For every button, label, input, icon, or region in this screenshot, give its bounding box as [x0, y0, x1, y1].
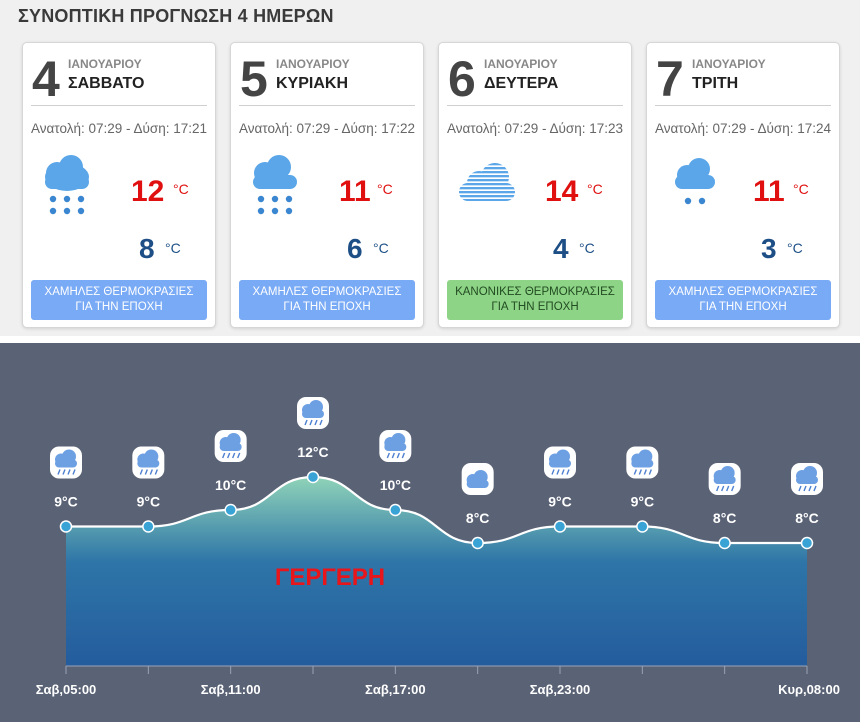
hourly-chart-panel: Σαβ,05:00 Σαβ,11:00 Σαβ,17:00 Σαβ,23:00 Κυρ,…: [0, 343, 860, 722]
data-label: 8°C: [713, 510, 737, 526]
min-temperature: 3: [761, 233, 777, 264]
data-point[interactable]: [471, 536, 484, 550]
sunrise-sunset: Ανατολή: 07:29 - Δύση: 17:21: [30, 121, 208, 136]
data-label: 12°C: [297, 444, 328, 460]
weekday-label: ΔΕΥΤΕΡΑ: [484, 75, 559, 92]
data-label: 8°C: [795, 510, 819, 526]
rain-heavy-cloud-icon: [253, 155, 297, 215]
rain-cloud-icon: [544, 446, 576, 479]
badge-line-1: ΧΑΜΗΛΕΣ ΘΕΡΜΟΚΡΑΣΙΕΣ: [668, 286, 818, 298]
x-tick-label: Κυρ,08:00: [778, 682, 840, 697]
data-label: 10°C: [380, 477, 411, 493]
day-number: 6: [448, 51, 476, 107]
data-label: 8°C: [466, 510, 490, 526]
min-temperature: 6: [347, 233, 363, 264]
x-tick-label: Σαβ,23:00: [530, 682, 591, 697]
max-unit: °C: [377, 181, 393, 197]
data-point[interactable]: [224, 503, 237, 517]
data-point[interactable]: [718, 536, 731, 550]
rain-cloud-icon: [379, 430, 412, 462]
temperature-badge: ΧΑΜΗΛΕΣ ΘΕΡΜΟΚΡΑΣΙΕΣ ΓΙΑ ΤΗΝ ΕΠΟΧΗ: [655, 280, 831, 320]
badge-line-1: ΚΑΝΟΝΙΚΕΣ ΘΕΡΜΟΚΡΑΣΙΕΣ: [455, 286, 615, 298]
page-title: ΣΥΝΟΠΤΙΚΗ ΠΡΟΓΝΩΣΗ 4 ΗΜΕΡΩΝ: [18, 6, 334, 26]
month-label: ΙΑΝΟΥΑΡΙΟΥ: [68, 57, 142, 71]
min-temperature: 4: [553, 233, 569, 264]
rain-cloud-icon: [50, 446, 82, 479]
weekday-label: ΣΑΒΒΑΤΟ: [68, 75, 145, 92]
temperature-area: [66, 477, 807, 666]
divider: [31, 105, 207, 106]
x-tick-label: Σαβ,17:00: [365, 682, 426, 697]
min-temperature: 8: [139, 233, 155, 264]
divider: [655, 105, 831, 106]
badge-line-1: ΧΑΜΗΛΕΣ ΘΕΡΜΟΚΡΑΣΙΕΣ: [44, 286, 194, 298]
day-number: 5: [240, 51, 268, 107]
data-point[interactable]: [59, 520, 73, 533]
watermark-text: ΓΕΡΓΕΡΗ: [275, 564, 385, 591]
month-label: ΙΑΝΟΥΑΡΙΟΥ: [276, 57, 350, 71]
rain-heavy-cloud-icon: [45, 155, 89, 215]
day-number: 7: [656, 51, 684, 107]
sunrise-sunset: Ανατολή: 07:29 - Δύση: 17:24: [654, 121, 832, 136]
divider: [239, 105, 415, 106]
badge-line-2: ΓΙΑ ΤΗΝ ΕΠΟΧΗ: [699, 301, 787, 313]
badge-line-2: ΓΙΑ ΤΗΝ ΕΠΟΧΗ: [283, 301, 371, 313]
hourly-temperature-chart: Σαβ,05:00 Σαβ,11:00 Σαβ,17:00 Σαβ,23:00 Κυρ,…: [36, 397, 840, 697]
max-unit: °C: [587, 181, 603, 197]
data-label: 9°C: [631, 494, 655, 510]
temperature-badge: ΚΑΝΟΝΙΚΕΣ ΘΕΡΜΟΚΡΑΣΙΕΣ ΓΙΑ ΤΗΝ ΕΠΟΧΗ: [447, 280, 623, 320]
max-temperature: 12: [131, 175, 165, 208]
x-tick-label: Σαβ,11:00: [201, 682, 261, 697]
data-label: 9°C: [137, 494, 161, 510]
x-tick-label: Σαβ,05:00: [36, 682, 97, 697]
day-card-2: 5 ΙΑΝΟΥΑΡΙΟΥ ΚΥΡΙΑΚΗ Ανατολή: 07:29 - Δύ…: [230, 42, 424, 328]
rain-cloud-icon: [214, 430, 247, 462]
rain-light-cloud-icon: [675, 158, 715, 205]
divider: [447, 105, 623, 106]
data-point[interactable]: [800, 536, 814, 550]
max-temperature: 14: [545, 175, 579, 208]
month-label: ΙΑΝΟΥΑΡΙΟΥ: [484, 57, 558, 71]
sunrise-sunset: Ανατολή: 07:29 - Δύση: 17:22: [238, 121, 416, 136]
day-card-3: 6 ΙΑΝΟΥΑΡΙΟΥ ΔΕΥΤΕΡΑ Ανατολή: 07:29 - Δύ…: [438, 42, 632, 328]
badge-line-2: ΓΙΑ ΤΗΝ ΕΠΟΧΗ: [75, 301, 163, 313]
day-card-4: 7 ΙΑΝΟΥΑΡΙΟΥ ΤΡΙΤΗ Ανατολή: 07:29 - Δύση…: [646, 42, 840, 328]
temperature-line: [66, 475, 807, 545]
temperature-badge: ΧΑΜΗΛΕΣ ΘΕΡΜΟΚΡΑΣΙΕΣ ΓΙΑ ΤΗΝ ΕΠΟΧΗ: [239, 280, 415, 320]
min-unit: °C: [373, 240, 389, 256]
data-point[interactable]: [636, 520, 649, 533]
badge-line-2: ΓΙΑ ΤΗΝ ΕΠΟΧΗ: [491, 301, 579, 313]
data-point[interactable]: [142, 520, 155, 533]
min-unit: °C: [165, 240, 181, 256]
month-label: ΙΑΝΟΥΑΡΙΟΥ: [692, 57, 766, 71]
data-point[interactable]: [389, 503, 402, 517]
max-temperature: 11: [339, 175, 371, 208]
data-label: 9°C: [548, 494, 572, 510]
rain-cloud-icon: [132, 446, 165, 479]
forecast-panel: ΣΥΝΟΠΤΙΚΗ ΠΡΟΓΝΩΣΗ 4 ΗΜΕΡΩΝ 4 ΙΑΝΟΥΑΡΙΟΥ…: [0, 0, 860, 336]
rain-cloud-icon: [626, 446, 659, 479]
cloud-icon: [461, 463, 494, 495]
data-label: 9°C: [54, 494, 78, 510]
day-number: 4: [32, 51, 60, 107]
min-unit: °C: [787, 240, 803, 256]
day-card-1: 4 ΙΑΝΟΥΑΡΙΟΥ ΣΑΒΒΑΤΟ Ανατολή: 07:29 - Δύ…: [22, 42, 216, 328]
rain-cloud-icon: [708, 463, 741, 495]
rain-cloud-icon: [791, 463, 823, 495]
fog-cloud-icon: [459, 163, 515, 201]
max-unit: °C: [173, 181, 189, 197]
badge-line-1: ΧΑΜΗΛΕΣ ΘΕΡΜΟΚΡΑΣΙΕΣ: [252, 286, 402, 298]
rain-cloud-icon: [297, 397, 329, 429]
data-point[interactable]: [306, 470, 320, 484]
temperature-badge: ΧΑΜΗΛΕΣ ΘΕΡΜΟΚΡΑΣΙΕΣ ΓΙΑ ΤΗΝ ΕΠΟΧΗ: [31, 280, 207, 320]
min-unit: °C: [579, 240, 595, 256]
data-label: 10°C: [215, 477, 246, 493]
weekday-label: ΚΥΡΙΑΚΗ: [276, 75, 349, 92]
max-temperature: 11: [753, 175, 785, 208]
max-unit: °C: [793, 181, 809, 197]
sunrise-sunset: Ανατολή: 07:29 - Δύση: 17:23: [446, 121, 624, 136]
data-point[interactable]: [553, 520, 567, 533]
weekday-label: ΤΡΙΤΗ: [692, 75, 739, 92]
